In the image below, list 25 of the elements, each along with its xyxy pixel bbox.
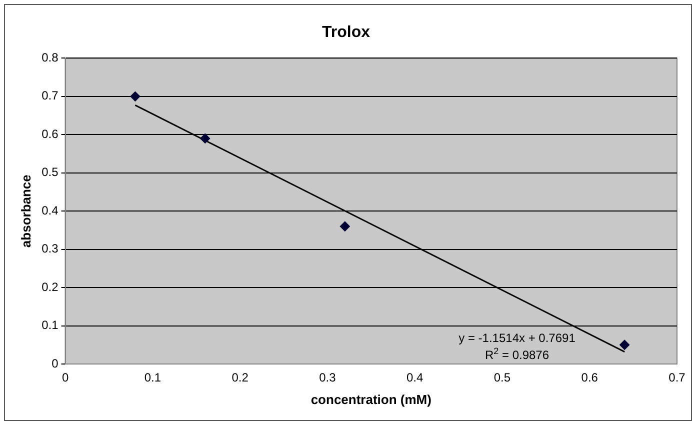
y-tick-label: 0.8 (42, 50, 59, 65)
y-tick-label: 0.3 (42, 242, 59, 256)
y-tick-label: 0.5 (42, 165, 59, 180)
y-tick-label: 0.7 (42, 88, 59, 103)
chart-title: Trolox (322, 24, 370, 42)
x-axis-title: concentration (mM) (310, 392, 432, 407)
x-tick-label: 0.3 (319, 370, 336, 385)
annotation: y = -1.1514x + 0.7691 (458, 331, 576, 345)
x-tick-label: 0.4 (406, 370, 424, 385)
x-tick-label: 0.1 (144, 370, 162, 385)
y-tick-label: 0.2 (42, 280, 59, 294)
x-tick-label: 0 (62, 370, 69, 385)
y-tick-label: 0.6 (42, 126, 59, 141)
x-tick-label: 0.5 (494, 370, 511, 385)
x-tick-label: 0.6 (581, 370, 598, 385)
y-tick-label: 0 (52, 356, 59, 370)
point (620, 340, 630, 350)
point (340, 221, 350, 232)
point (130, 91, 140, 102)
point (200, 133, 210, 144)
x-tick-label: 0.2 (232, 370, 249, 385)
y-tick-label: 0.4 (42, 203, 59, 218)
y-axis-title: absorbance (18, 174, 34, 248)
y-tick-label: 0.1 (42, 318, 59, 332)
x-tick-label: 0.7 (668, 370, 686, 385)
